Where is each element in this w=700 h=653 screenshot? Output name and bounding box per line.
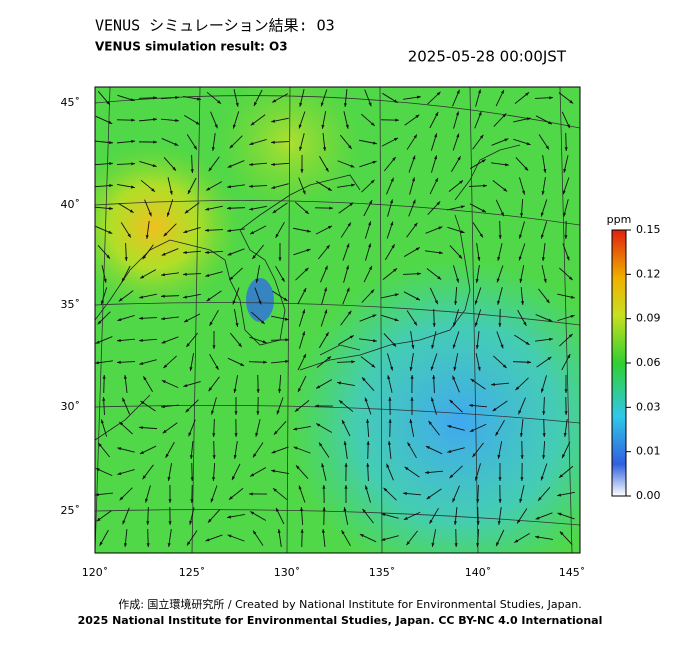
lon-label: 135˚ (369, 566, 396, 579)
colorbar-label: 0.01 (636, 445, 661, 458)
colorbar-label: 0.00 (636, 489, 661, 502)
lat-label: 25˚ (61, 504, 81, 517)
copyright: 2025 National Institute for Environmenta… (78, 614, 603, 627)
subtitle: VENUS simulation result: O3 (95, 40, 288, 54)
lon-label: 125˚ (179, 566, 206, 579)
colorbar-label: 0.03 (636, 400, 661, 413)
colorbar-label: 0.15 (636, 223, 661, 236)
map (95, 87, 580, 553)
lon-label: 145˚ (559, 566, 586, 579)
lat-label: 30˚ (61, 400, 81, 413)
colorbar-label: 0.09 (636, 312, 661, 325)
lon-label: 140˚ (465, 566, 492, 579)
lon-label: 120˚ (82, 566, 109, 579)
timestamp: 2025-05-28 00:00JST (408, 48, 567, 66)
lat-label: 45˚ (61, 96, 81, 109)
colorbar (612, 230, 626, 496)
colorbar-unit: ppm (607, 213, 632, 226)
colorbar-label: 0.06 (636, 356, 661, 369)
title: VENUS シミュレーション結果: O3 (95, 17, 335, 35)
credit: 作成: 国立環境研究所 / Created by National Instit… (118, 597, 582, 611)
ozone-field (95, 87, 580, 553)
colorbar-label: 0.12 (636, 267, 661, 280)
lon-label: 130˚ (274, 566, 301, 579)
lat-label: 35˚ (61, 298, 81, 311)
lat-label: 40˚ (61, 198, 81, 211)
ozone-field (246, 278, 274, 322)
